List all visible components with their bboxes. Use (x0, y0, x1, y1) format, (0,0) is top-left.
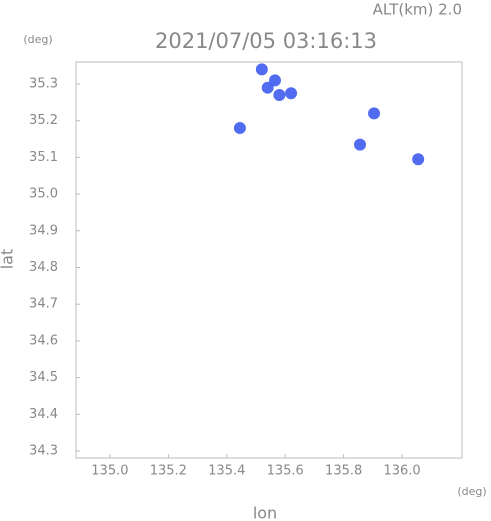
x-tick-label: 135.8 (325, 464, 362, 479)
y-tick-label: 34.3 (29, 444, 58, 459)
y-tick-label: 34.4 (29, 407, 58, 422)
echo-point (273, 89, 286, 102)
echo-point (285, 87, 298, 100)
y-unit: (deg) (23, 33, 52, 46)
echo-point (255, 63, 268, 76)
echo-point (412, 153, 425, 166)
echo-point (268, 74, 281, 87)
chart-title: 2021/07/05 03:16:13 (155, 29, 377, 53)
echo-point (233, 122, 246, 135)
echo-point (261, 81, 274, 94)
y-axis-label: lat (0, 249, 17, 270)
x-tick-label: 136.0 (383, 464, 420, 479)
y-tick-label: 34.6 (29, 333, 58, 348)
y-tick-label: 34.7 (29, 297, 58, 312)
altitude-label: ALT(km) 2.0 (373, 1, 462, 19)
x-tick-label: 135.2 (150, 464, 187, 479)
y-tick-label: 35.1 (29, 150, 58, 165)
echo-point (354, 138, 367, 151)
echo-point (368, 107, 381, 120)
y-tick-label: 35.2 (29, 113, 58, 128)
x-axis-label: lon (253, 504, 277, 521)
x-tick-label: 135.4 (208, 464, 245, 479)
x-tick-label: 135.0 (91, 464, 128, 479)
plot-frame (75, 61, 463, 459)
y-tick-label: 35.0 (29, 187, 58, 202)
y-tick-label: 34.8 (29, 260, 58, 275)
y-tick-label: 34.5 (29, 370, 58, 385)
x-tick-label: 135.6 (267, 464, 304, 479)
y-tick-label: 35.3 (29, 77, 58, 92)
x-unit: (deg) (457, 485, 486, 498)
y-tick-label: 34.9 (29, 223, 58, 238)
